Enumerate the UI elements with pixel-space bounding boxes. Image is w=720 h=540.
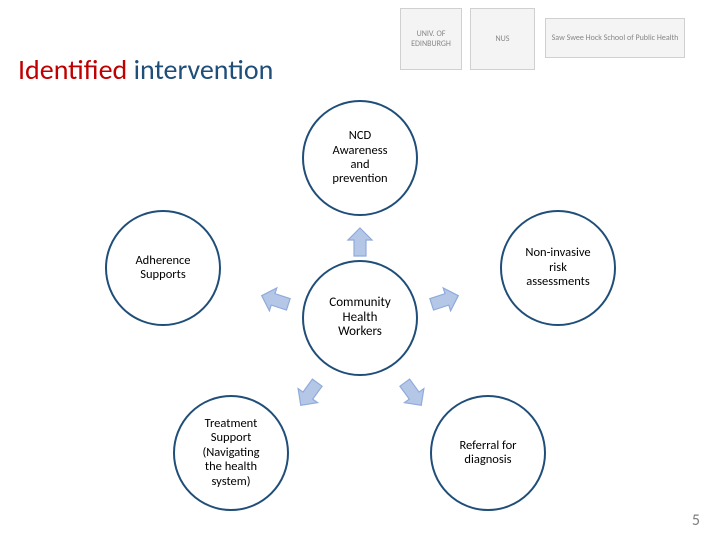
arrow-2 (391, 372, 436, 417)
logo-sph-label: Saw Swee Hock School of Public Health (552, 33, 679, 43)
logo-nus-label: NUS (496, 34, 510, 44)
logo-nus: NUS (470, 8, 535, 70)
title-word-1: Identified (18, 52, 127, 87)
radial-diagram: Community Health Workers NCD Awareness a… (95, 100, 625, 520)
title-word-2: intervention (134, 52, 274, 87)
outer-node-right: Non-invasive risk assessments (500, 210, 616, 326)
logo-sph: Saw Swee Hock School of Public Health (545, 18, 685, 58)
center-node: Community Health Workers (302, 260, 418, 376)
page-number: 5 (692, 511, 700, 530)
outer-node-left: Adherence Supports (105, 210, 221, 326)
arrow-1 (425, 280, 465, 320)
outer-node-top: NCD Awareness and prevention (302, 100, 418, 216)
outer-node-bright: Referral for diagnosis (430, 395, 546, 511)
arrow-3 (287, 372, 332, 417)
arrow-0 (344, 226, 376, 258)
outer-node-bleft: Treatment Support (Navigating the health… (173, 395, 289, 511)
logo-edinburgh: UNIV. OF EDINBURGH (400, 8, 462, 70)
arrow-4 (255, 280, 295, 320)
logo-edinburgh-label: UNIV. OF EDINBURGH (401, 29, 461, 49)
page-title: Identified intervention (18, 52, 273, 87)
